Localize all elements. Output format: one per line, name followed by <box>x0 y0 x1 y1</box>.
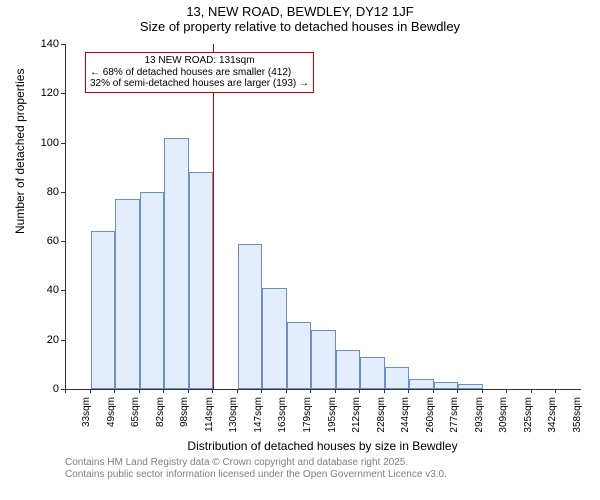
y-tick-label: 0 <box>29 383 59 395</box>
x-tick-label: 212sqm <box>351 397 362 447</box>
x-tick-mark <box>433 389 434 393</box>
histogram-bar <box>262 288 287 389</box>
histogram-bar <box>115 199 140 389</box>
x-tick-mark <box>163 389 164 393</box>
histogram-bar <box>385 367 410 389</box>
x-tick-mark <box>335 389 336 393</box>
x-tick-label: 179sqm <box>302 397 313 447</box>
footer-attribution: Contains HM Land Registry data © Crown c… <box>65 457 447 481</box>
x-tick-label: 228sqm <box>376 397 387 447</box>
x-tick-label: 342sqm <box>547 397 558 447</box>
y-tick-label: 140 <box>29 38 59 50</box>
x-tick-mark <box>114 389 115 393</box>
x-tick-label: 309sqm <box>498 397 509 447</box>
x-tick-mark <box>90 389 91 393</box>
histogram-bar <box>189 172 214 389</box>
footer-line-1: Contains HM Land Registry data © Crown c… <box>65 457 447 469</box>
title-subtitle: Size of property relative to detached ho… <box>0 19 600 34</box>
x-tick-label: 325sqm <box>523 397 534 447</box>
x-tick-label: 260sqm <box>425 397 436 447</box>
x-tick-mark <box>555 389 556 393</box>
y-tick-mark <box>61 290 65 291</box>
y-tick-label: 120 <box>29 87 59 99</box>
histogram-bar <box>311 330 336 389</box>
x-tick-mark <box>359 389 360 393</box>
x-tick-mark <box>286 389 287 393</box>
x-tick-mark <box>237 389 238 393</box>
y-tick-label: 20 <box>29 334 59 346</box>
x-tick-label: 130sqm <box>228 397 239 447</box>
y-tick-label: 60 <box>29 235 59 247</box>
x-tick-label: 244sqm <box>400 397 411 447</box>
y-tick-mark <box>61 44 65 45</box>
info-line-smaller: ← 68% of detached houses are smaller (41… <box>90 67 309 79</box>
x-tick-mark <box>531 389 532 393</box>
x-tick-label: 358sqm <box>572 397 583 447</box>
x-tick-label: 147sqm <box>253 397 264 447</box>
histogram-bar <box>458 384 483 389</box>
x-tick-label: 65sqm <box>130 397 141 447</box>
histogram-bar <box>238 244 263 389</box>
x-tick-mark <box>457 389 458 393</box>
info-line-property: 13 NEW ROAD: 131sqm <box>90 55 309 67</box>
x-tick-label: 33sqm <box>81 397 92 447</box>
y-tick-mark <box>61 241 65 242</box>
x-tick-mark <box>506 389 507 393</box>
chart-plot-area <box>65 44 581 390</box>
x-tick-label: 82sqm <box>155 397 166 447</box>
y-tick-mark <box>61 143 65 144</box>
x-tick-mark <box>261 389 262 393</box>
x-tick-mark <box>310 389 311 393</box>
footer-line-2: Contains public sector information licen… <box>65 469 447 481</box>
x-tick-label: 49sqm <box>106 397 117 447</box>
y-tick-mark <box>61 192 65 193</box>
y-tick-label: 100 <box>29 137 59 149</box>
x-tick-mark <box>408 389 409 393</box>
info-line-larger: 32% of semi-detached houses are larger (… <box>90 78 309 90</box>
x-tick-label: 114sqm <box>204 397 215 447</box>
y-tick-mark <box>61 340 65 341</box>
x-tick-mark <box>384 389 385 393</box>
x-tick-mark <box>65 389 66 393</box>
x-tick-label: 195sqm <box>327 397 338 447</box>
histogram-bar <box>164 138 189 389</box>
y-tick-mark <box>61 93 65 94</box>
histogram-bar <box>336 350 361 389</box>
x-tick-label: 163sqm <box>277 397 288 447</box>
title-address: 13, NEW ROAD, BEWDLEY, DY12 1JF <box>0 4 600 19</box>
y-tick-label: 80 <box>29 186 59 198</box>
x-tick-label: 293sqm <box>474 397 485 447</box>
histogram-bar <box>140 192 165 389</box>
histogram-bar <box>91 231 116 389</box>
x-tick-mark <box>482 389 483 393</box>
y-axis-label: Number of detached properties <box>13 194 27 234</box>
histogram-bar <box>287 322 312 389</box>
x-tick-label: 277sqm <box>449 397 460 447</box>
histogram-bar <box>409 379 434 389</box>
y-tick-label: 40 <box>29 284 59 296</box>
property-info-box: 13 NEW ROAD: 131sqm ← 68% of detached ho… <box>85 52 314 93</box>
x-tick-mark <box>139 389 140 393</box>
x-tick-label: 98sqm <box>179 397 190 447</box>
histogram-bar <box>434 382 459 389</box>
property-marker-line <box>213 44 214 389</box>
histogram-bar <box>360 357 385 389</box>
x-tick-mark <box>188 389 189 393</box>
x-tick-mark <box>212 389 213 393</box>
